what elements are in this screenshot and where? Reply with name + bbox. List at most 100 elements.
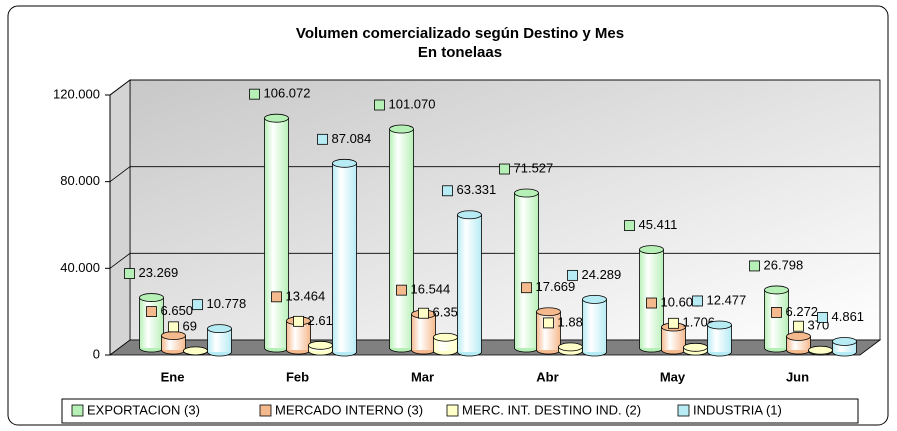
value-label: 101.070 (389, 96, 436, 111)
value-label: 2.614 (308, 313, 341, 328)
value-label: 6.356 (433, 305, 466, 320)
value-label: 6.272 (786, 304, 819, 319)
value-label-key (374, 99, 385, 111)
grid-line-side (109, 253, 131, 269)
grid-line-side (109, 166, 131, 182)
chart-title: Volumen comercializado según Destino y M… (296, 25, 624, 42)
bar (332, 163, 357, 352)
value-label: 63.331 (457, 182, 497, 197)
bar-top (764, 285, 789, 295)
legend-key (677, 404, 690, 417)
x-tick-label: Mar (411, 369, 434, 384)
value-label-key (692, 295, 703, 307)
value-label-key (567, 269, 578, 281)
bar-top (332, 158, 357, 168)
bar-top (536, 307, 561, 317)
bar-top (558, 342, 583, 352)
value-label-key (396, 284, 407, 296)
bar-top (808, 345, 833, 355)
side-wall (109, 79, 131, 356)
x-tick-label: Ene (161, 369, 185, 384)
value-label-key (771, 307, 782, 318)
value-label: 16.544 (411, 282, 451, 297)
legend-label: INDUSTRIA (1) (693, 402, 782, 417)
bar-top (832, 337, 857, 346)
bar-top (207, 324, 232, 334)
value-label-key (418, 307, 429, 319)
bar-top (457, 210, 482, 220)
value-label: 106.072 (264, 86, 311, 101)
bar (764, 289, 789, 348)
bar-top (433, 332, 458, 342)
legend-key (71, 404, 84, 417)
x-tick-label: Jun (786, 369, 809, 384)
value-label-key (668, 317, 679, 329)
value-label: 87.084 (332, 131, 372, 146)
bar (457, 214, 482, 352)
value-label-key (817, 312, 828, 323)
value-label: 6.650 (161, 303, 194, 318)
value-label-key (521, 282, 532, 294)
bar (411, 314, 436, 350)
bar-top (683, 342, 708, 352)
y-tick-label: 80.000 (60, 173, 100, 188)
bar (389, 129, 414, 348)
value-label-key (249, 88, 260, 100)
value-label: 4.861 (832, 309, 865, 324)
legend-label: MERC. INT. DESTINO IND. (2) (462, 402, 641, 417)
value-label-key (749, 260, 760, 272)
bar (707, 324, 732, 352)
value-label: 10.606 (661, 294, 701, 309)
x-tick-label: May (660, 369, 686, 384)
grid-line-side (109, 79, 131, 96)
bar (832, 341, 857, 352)
x-tick-label: Feb (286, 369, 309, 384)
value-label-key (543, 317, 554, 329)
bar (582, 299, 607, 352)
bar (661, 327, 686, 350)
value-label: 26.798 (764, 257, 804, 272)
bar-top (707, 320, 732, 330)
x-tick-label: Abr (536, 369, 558, 384)
legend-label: MERCADO INTERNO (3) (275, 402, 423, 417)
legend-label: EXPORTACION (3) (87, 402, 200, 417)
value-label: 23.269 (139, 265, 179, 280)
legend (61, 398, 859, 424)
value-label-key (124, 268, 135, 279)
bar (139, 297, 164, 348)
bar-top (264, 113, 289, 123)
value-label-key (499, 163, 510, 175)
value-label: 17.669 (536, 279, 576, 294)
value-label: 13.464 (286, 288, 326, 303)
value-label-key (442, 185, 453, 197)
y-tick-label: 0 (93, 346, 100, 361)
value-label-key (317, 133, 328, 145)
value-label: 1.888 (558, 314, 591, 329)
value-label-key (271, 291, 282, 303)
bar-top (139, 293, 164, 302)
value-label-key (646, 297, 657, 309)
bar-top (308, 340, 333, 350)
bar (264, 118, 289, 348)
value-label-key (168, 321, 179, 333)
bar-top (786, 332, 811, 341)
value-label-key (146, 306, 157, 317)
value-label: 1.706 (683, 315, 716, 330)
value-label-key (192, 299, 203, 311)
y-tick-label: 120.000 (53, 86, 100, 101)
bar-top (514, 188, 539, 198)
bar-top (582, 294, 607, 304)
chart-subtitle: En tonelaas (418, 44, 502, 61)
value-label-key (293, 315, 304, 327)
bar (207, 328, 232, 352)
value-label: 71.527 (514, 160, 554, 175)
y-tick-label: 40.000 (60, 260, 100, 275)
legend-key (259, 404, 272, 417)
value-label-key (793, 320, 804, 332)
bar-top (183, 346, 208, 356)
value-label-key (624, 220, 635, 232)
value-label: 24.289 (582, 267, 622, 282)
bar-top (389, 124, 414, 134)
